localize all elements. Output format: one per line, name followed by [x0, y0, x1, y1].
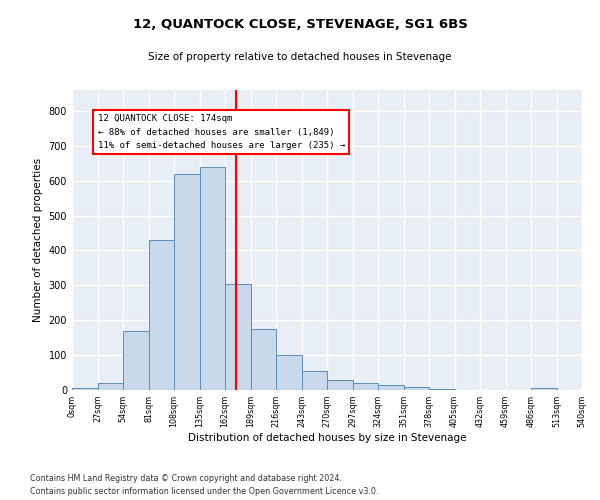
- Text: Size of property relative to detached houses in Stevenage: Size of property relative to detached ho…: [148, 52, 452, 62]
- Bar: [97, 383, 123, 390]
- Text: Contains HM Land Registry data © Crown copyright and database right 2024.: Contains HM Land Registry data © Crown c…: [30, 474, 342, 483]
- Bar: [429, 389, 455, 390]
- Y-axis label: Number of detached properties: Number of detached properties: [33, 158, 43, 322]
- Text: 12, QUANTOCK CLOSE, STEVENAGE, SG1 6BS: 12, QUANTOCK CLOSE, STEVENAGE, SG1 6BS: [133, 18, 467, 30]
- Bar: [199, 166, 225, 390]
- Text: Contains public sector information licensed under the Open Government Licence v3: Contains public sector information licen…: [30, 487, 379, 496]
- Bar: [123, 330, 149, 390]
- Bar: [174, 174, 199, 390]
- Bar: [353, 383, 378, 390]
- Bar: [276, 355, 302, 390]
- Bar: [302, 371, 327, 390]
- Text: 12 QUANTOCK CLOSE: 174sqm
← 88% of detached houses are smaller (1,849)
11% of se: 12 QUANTOCK CLOSE: 174sqm ← 88% of detac…: [97, 114, 345, 150]
- Bar: [378, 385, 404, 390]
- X-axis label: Distribution of detached houses by size in Stevenage: Distribution of detached houses by size …: [188, 433, 466, 443]
- Bar: [404, 386, 429, 390]
- Bar: [327, 380, 353, 390]
- Bar: [225, 284, 251, 390]
- Bar: [251, 329, 276, 390]
- Bar: [531, 388, 557, 390]
- Bar: [149, 240, 174, 390]
- Bar: [72, 388, 97, 390]
